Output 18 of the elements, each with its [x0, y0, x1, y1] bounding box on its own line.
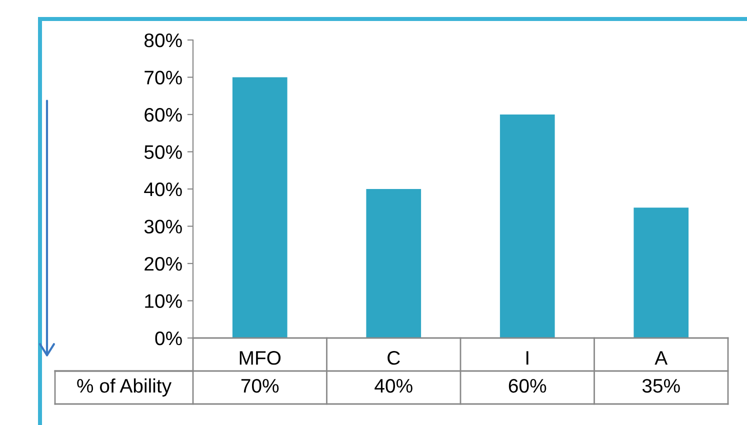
data-label: 35% [642, 378, 680, 393]
x-tick-label: A [654, 351, 668, 365]
y-tick-label: 30% [144, 220, 182, 234]
data-label: 60% [508, 378, 546, 393]
y-tick-label: 20% [144, 256, 182, 271]
y-tick-label: 0% [155, 331, 182, 346]
y-tick-label: 40% [144, 182, 182, 196]
y-tick-label: 60% [144, 108, 182, 122]
y-tick-label: 70% [144, 70, 182, 84]
y-tick-label: 50% [144, 145, 182, 159]
y-tick-label: 10% [145, 294, 182, 308]
text: % of Ability [77, 378, 172, 397]
x-tick-label: MFO [240, 351, 281, 365]
data-label: 70% [241, 378, 279, 393]
y-tick-label: 80% [144, 33, 182, 48]
data-label: 40% [374, 378, 412, 393]
x-tick-label: C [388, 351, 400, 365]
x-tick-label: I [526, 351, 528, 365]
